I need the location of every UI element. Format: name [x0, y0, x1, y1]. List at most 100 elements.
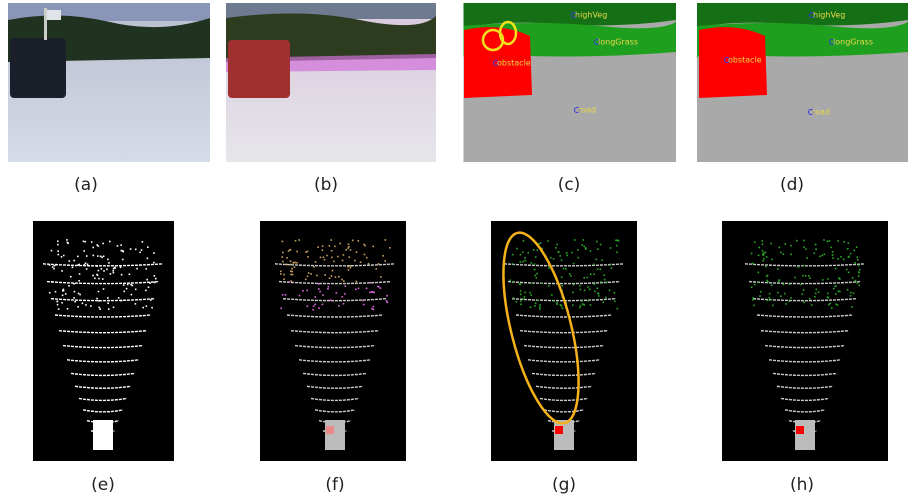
point: [579, 285, 581, 287]
point: [91, 241, 93, 243]
point: [580, 289, 582, 291]
point: [96, 265, 98, 267]
point: [821, 255, 823, 257]
point: [141, 249, 143, 251]
point: [79, 273, 81, 275]
point: [760, 291, 762, 293]
point: [572, 292, 574, 294]
point: [563, 268, 565, 270]
point: [790, 245, 792, 247]
panel-caption: (b): [314, 175, 338, 195]
point: [534, 269, 536, 271]
point: [582, 303, 584, 305]
point: [610, 247, 612, 249]
point: [291, 268, 293, 270]
panel-caption: (d): [780, 175, 804, 195]
point: [838, 277, 840, 279]
point: [833, 288, 835, 290]
point: [752, 263, 754, 265]
point: [67, 242, 69, 244]
point: [767, 300, 769, 302]
point: [581, 300, 583, 302]
point: [328, 286, 330, 288]
point: [83, 250, 85, 252]
point: [307, 256, 309, 258]
point: [850, 292, 852, 294]
point: [843, 241, 845, 243]
point: [827, 240, 829, 242]
point: [386, 295, 388, 297]
point: [569, 273, 571, 275]
point: [577, 257, 579, 259]
point: [837, 258, 839, 260]
point: [130, 284, 132, 286]
point: [778, 247, 780, 249]
obstacle-points: [326, 426, 334, 434]
point: [290, 274, 292, 276]
point: [57, 240, 59, 242]
point: [561, 285, 563, 287]
point: [348, 256, 350, 258]
point: [593, 274, 595, 276]
point: [299, 295, 301, 297]
point: [329, 245, 331, 247]
point: [586, 277, 588, 279]
point: [522, 298, 524, 300]
point: [590, 304, 592, 306]
point: [355, 289, 357, 291]
point: [520, 300, 522, 302]
point: [814, 296, 816, 298]
point: [590, 273, 592, 275]
point: [759, 295, 761, 297]
photo-a: [8, 3, 210, 162]
point: [306, 290, 308, 292]
point: [318, 307, 320, 309]
point: [356, 281, 358, 283]
point: [512, 263, 514, 265]
point: [307, 276, 309, 278]
point: [350, 249, 352, 251]
point: [313, 266, 315, 268]
point: [763, 254, 765, 256]
point: [101, 257, 103, 259]
point: [751, 253, 753, 255]
point: [131, 294, 133, 296]
point: [534, 275, 536, 277]
point: [315, 261, 317, 263]
point: [334, 246, 336, 248]
point: [331, 250, 333, 252]
point: [770, 243, 772, 245]
point: [114, 267, 116, 269]
segmentation-d: [696, 3, 908, 162]
point: [312, 309, 314, 311]
point: [78, 264, 80, 266]
point: [56, 301, 58, 303]
segment-label: highVeg: [575, 11, 607, 20]
segment-label: road: [578, 106, 596, 115]
point: [84, 241, 86, 243]
point: [593, 264, 595, 266]
point: [556, 244, 558, 246]
point: [771, 259, 773, 261]
point: [102, 278, 104, 280]
point: [147, 246, 149, 248]
point: [616, 245, 618, 247]
point: [378, 263, 380, 265]
point: [831, 307, 833, 309]
point: [96, 244, 98, 246]
point: [597, 287, 599, 289]
point: [534, 264, 536, 266]
point: [548, 285, 550, 287]
point: [520, 261, 522, 263]
point: [606, 282, 608, 284]
point: [343, 303, 345, 305]
point: [341, 279, 343, 281]
point: [587, 286, 589, 288]
point: [539, 304, 541, 306]
point: [294, 262, 296, 264]
point: [540, 242, 542, 244]
point: [805, 275, 807, 277]
point: [780, 252, 782, 254]
point: [758, 247, 760, 249]
point: [98, 307, 100, 309]
